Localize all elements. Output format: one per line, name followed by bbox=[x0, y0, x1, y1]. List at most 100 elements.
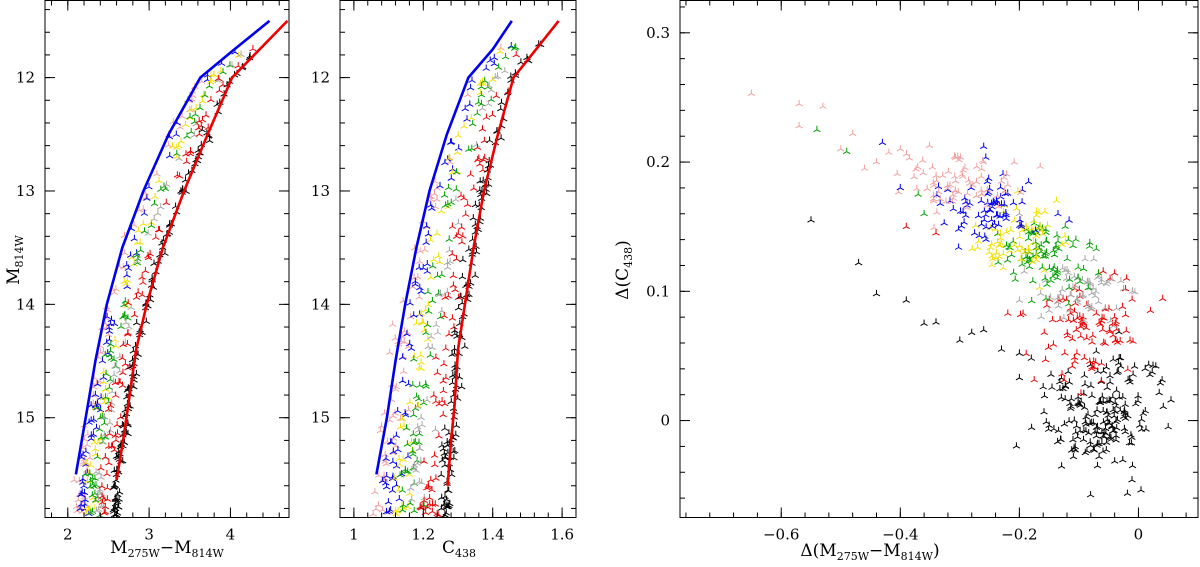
star-green bbox=[1045, 264, 1054, 271]
star-blue bbox=[957, 222, 966, 229]
star-green bbox=[1094, 269, 1103, 276]
star-green bbox=[117, 322, 125, 330]
star-red bbox=[1022, 349, 1030, 357]
star-blue bbox=[415, 310, 424, 317]
star-yellow bbox=[1028, 257, 1036, 265]
star-black bbox=[113, 490, 122, 498]
star-black bbox=[1137, 415, 1146, 423]
star-blue bbox=[447, 174, 456, 181]
star-pink bbox=[919, 168, 927, 176]
star-blue bbox=[996, 183, 1005, 190]
star-gray bbox=[427, 332, 435, 340]
star-red bbox=[249, 45, 257, 52]
star-blue bbox=[979, 142, 988, 150]
star-black bbox=[113, 497, 122, 505]
star-red bbox=[1122, 326, 1131, 334]
star-gray bbox=[413, 459, 422, 466]
star-red bbox=[441, 399, 449, 407]
star-red bbox=[448, 314, 457, 321]
star-pink bbox=[938, 171, 947, 179]
star-yellow bbox=[1061, 232, 1069, 239]
star-yellow bbox=[418, 318, 426, 325]
star-blue bbox=[77, 500, 85, 508]
star-yellow bbox=[100, 367, 108, 375]
star-gray bbox=[1066, 306, 1074, 313]
star-green bbox=[1065, 283, 1073, 291]
star-black bbox=[1121, 414, 1130, 421]
star-black bbox=[1121, 400, 1129, 408]
star-black bbox=[1144, 360, 1153, 368]
star-blue bbox=[1024, 177, 1033, 185]
star-gray bbox=[95, 469, 103, 476]
star-black bbox=[1146, 370, 1154, 378]
star-blue bbox=[1018, 186, 1027, 193]
star-yellow bbox=[405, 470, 414, 477]
star-black bbox=[1082, 420, 1090, 427]
star-red bbox=[214, 74, 223, 82]
star-blue bbox=[977, 220, 986, 227]
star-black bbox=[932, 318, 940, 325]
star-pink bbox=[369, 510, 377, 517]
star-gray bbox=[1070, 272, 1079, 280]
star-black bbox=[1124, 375, 1132, 383]
star-yellow bbox=[207, 71, 215, 78]
star-green bbox=[433, 271, 442, 279]
star-black bbox=[1027, 354, 1036, 361]
star-red bbox=[425, 493, 434, 501]
star-black bbox=[1121, 427, 1129, 435]
star-red bbox=[139, 278, 147, 285]
panel-a-frame bbox=[44, 0, 290, 518]
star-red bbox=[1077, 389, 1085, 396]
star-green bbox=[101, 350, 109, 358]
star-black bbox=[452, 430, 460, 438]
star-yellow bbox=[417, 364, 426, 372]
star-blue bbox=[954, 243, 963, 250]
star-black bbox=[1114, 367, 1123, 374]
star-pink bbox=[1036, 162, 1044, 169]
star-gray bbox=[1015, 209, 1024, 217]
star-red bbox=[1040, 328, 1048, 336]
star-red bbox=[1097, 376, 1106, 384]
star-red bbox=[101, 502, 110, 510]
star-pink bbox=[497, 43, 505, 51]
star-green bbox=[410, 355, 418, 362]
star-blue bbox=[1000, 200, 1009, 207]
star-red bbox=[1113, 338, 1122, 345]
star-black bbox=[459, 255, 467, 263]
star-blue bbox=[490, 53, 499, 61]
star-red bbox=[1068, 335, 1077, 342]
star-gray bbox=[1058, 264, 1067, 271]
star-green bbox=[183, 132, 191, 139]
star-black bbox=[1105, 396, 1113, 403]
star-red bbox=[1086, 357, 1094, 365]
star-black bbox=[1107, 433, 1115, 441]
star-black bbox=[1128, 461, 1137, 469]
star-black bbox=[1079, 435, 1088, 443]
star-blue bbox=[970, 229, 979, 236]
star-red bbox=[113, 420, 121, 428]
star-black bbox=[1093, 422, 1102, 430]
star-red bbox=[423, 484, 431, 491]
star-gray bbox=[1071, 282, 1080, 289]
star-black bbox=[1089, 445, 1098, 452]
star-green bbox=[1072, 235, 1080, 242]
star-red bbox=[440, 311, 448, 319]
star-red bbox=[103, 470, 111, 477]
star-yellow bbox=[427, 273, 435, 281]
star-red bbox=[152, 233, 160, 240]
star-gray bbox=[1081, 255, 1089, 262]
star-pink bbox=[973, 162, 981, 170]
star-red bbox=[97, 464, 105, 471]
star-red bbox=[421, 508, 430, 516]
star-red bbox=[428, 507, 437, 515]
star-red bbox=[439, 387, 448, 394]
star-red bbox=[439, 410, 447, 418]
star-blue bbox=[394, 407, 402, 414]
star-green bbox=[186, 112, 194, 120]
star-green bbox=[444, 199, 452, 207]
star-pink bbox=[958, 170, 966, 178]
star-black bbox=[451, 447, 459, 454]
star-yellow bbox=[1015, 241, 1024, 249]
star-red bbox=[1088, 338, 1096, 345]
star-gray bbox=[111, 362, 119, 369]
